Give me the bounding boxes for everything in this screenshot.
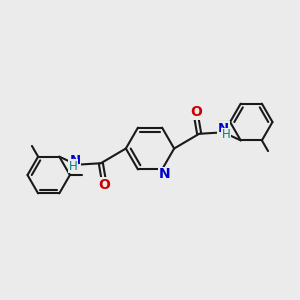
Text: N: N: [158, 167, 170, 182]
Text: N: N: [218, 122, 229, 135]
Text: O: O: [98, 178, 110, 192]
Text: H: H: [69, 160, 77, 173]
Text: H: H: [222, 128, 231, 141]
Text: N: N: [70, 154, 81, 167]
Text: O: O: [190, 105, 202, 119]
